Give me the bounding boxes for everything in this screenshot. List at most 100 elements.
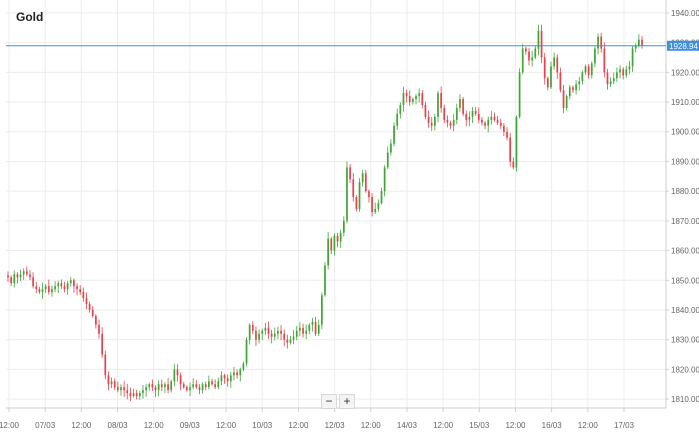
candle-body [342, 220, 345, 233]
candle-body [399, 105, 402, 114]
candle-body [477, 113, 480, 120]
candle-body [603, 48, 606, 73]
candle-body [154, 387, 157, 391]
candle-body [440, 93, 442, 108]
y-tick-label: 1910.00 [671, 98, 699, 107]
candle-body [98, 324, 100, 334]
candle-body [167, 384, 169, 391]
candle-body [364, 173, 367, 192]
candle-body [550, 66, 552, 88]
candle-body [160, 384, 163, 388]
candle-body [63, 286, 66, 290]
y-tick-label: 1890.00 [671, 157, 699, 166]
candle-body [208, 381, 210, 388]
candle-body [186, 387, 188, 391]
candle-body [474, 110, 477, 114]
candle-body [481, 119, 483, 123]
candle-body [317, 324, 320, 334]
candle-body [515, 116, 518, 168]
candle-body [245, 339, 248, 364]
candle-body [195, 384, 198, 388]
candle-body [182, 384, 185, 388]
candle-body [57, 283, 60, 287]
x-tick-label: 12:00 [433, 421, 454, 430]
candle-body [424, 105, 427, 117]
x-tick-label: 12:00 [144, 421, 165, 430]
candle-body [528, 51, 530, 61]
candle-body [283, 333, 286, 340]
candle-body [29, 274, 31, 278]
candle-body [113, 381, 116, 388]
candle-body [377, 203, 380, 209]
candle-body [471, 110, 474, 117]
candle-body [226, 378, 229, 382]
candle-body [255, 330, 257, 340]
candle-body [151, 384, 154, 388]
candle-body [261, 330, 264, 334]
price-label-box [667, 40, 699, 51]
candle-body [299, 327, 301, 331]
candle-body [170, 381, 173, 391]
candle-body [556, 57, 559, 73]
candle-body [455, 107, 458, 120]
zoom-out-button[interactable]: − [321, 394, 337, 409]
y-tick-label: 1840.00 [671, 306, 699, 315]
candle-body [600, 36, 603, 49]
candle-body [490, 116, 493, 120]
y-tick-label: 1810.00 [671, 395, 699, 404]
x-tick-label: 12:00 [361, 421, 382, 430]
candle-body [25, 271, 28, 275]
candle-body [242, 363, 245, 370]
candle-body [518, 72, 521, 117]
candle-body [305, 330, 308, 334]
candle-body [7, 275, 9, 278]
x-tick-label: 12:00 [288, 421, 309, 430]
y-tick-label: 1850.00 [671, 276, 699, 285]
candle-body [625, 69, 628, 76]
candle-body [120, 387, 122, 391]
candle-body [85, 298, 88, 305]
candle-body [565, 96, 568, 108]
candle-body [597, 36, 599, 49]
candle-body [386, 152, 389, 168]
candle-body [568, 87, 571, 97]
candle-body [324, 265, 326, 296]
candles [7, 24, 643, 402]
candle-body [465, 113, 468, 120]
candle-body [396, 113, 399, 126]
candle-body [211, 381, 213, 385]
candle-body [543, 57, 546, 79]
candle-body [179, 375, 182, 385]
candle-body [590, 63, 593, 76]
candle-body [346, 167, 348, 221]
candle-body [330, 238, 333, 251]
candle-body [173, 369, 176, 382]
candle-body [88, 304, 91, 310]
candle-body [236, 372, 238, 376]
candle-body [581, 72, 584, 82]
candle-body [22, 271, 25, 275]
candle-body [587, 66, 590, 76]
candle-body [214, 384, 217, 388]
candle-body [468, 116, 471, 120]
candle-body [578, 81, 581, 85]
candle-body [148, 384, 151, 388]
zoom-controls: − + [321, 394, 355, 409]
candle-body [628, 66, 631, 70]
candle-body [248, 324, 251, 340]
candle-body [525, 48, 527, 52]
candle-body [383, 167, 386, 192]
candle-body [606, 72, 609, 85]
zoom-in-button[interactable]: + [339, 394, 355, 409]
candle-body [110, 381, 113, 385]
candle-body [129, 393, 132, 397]
chart-title: Gold [16, 10, 44, 24]
candle-body [484, 122, 486, 126]
candle-body [333, 235, 336, 251]
candle-body [575, 84, 577, 91]
candle-body [302, 327, 304, 334]
candle-body [634, 45, 637, 49]
candle-body [198, 387, 201, 391]
